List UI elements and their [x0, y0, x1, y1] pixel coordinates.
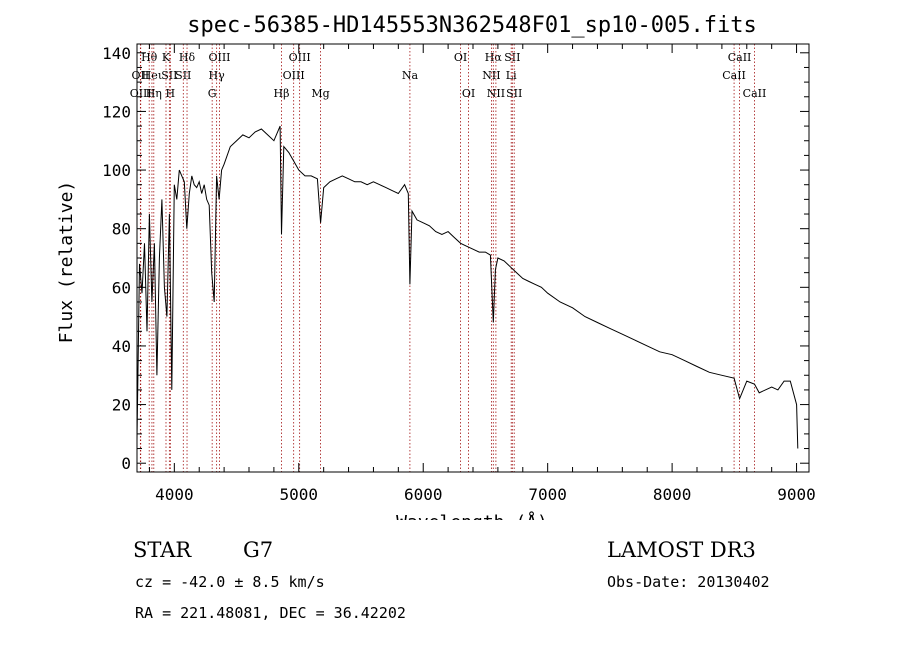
spectral-line-label: SII [506, 87, 522, 100]
x-axis-label: Wavelength (Å) [396, 511, 548, 520]
spectral-line-label: OIII [289, 51, 311, 64]
y-tick-label: 0 [121, 454, 131, 473]
spectral-line-label: Mg [311, 87, 329, 100]
x-tick-label: 7000 [528, 485, 567, 504]
spectrum-chart: spec-56385-HD145553N362548F01_sp10-005.f… [56, 13, 816, 520]
x-tick-label: 8000 [653, 485, 692, 504]
y-tick-label: 80 [112, 220, 131, 239]
spectral-line-label: K [162, 51, 171, 64]
spectral-line-label: H [166, 87, 176, 100]
observation-date: Obs-Date: 20130402 [607, 573, 770, 591]
spectral-line-label: Hβ [274, 87, 290, 100]
coordinates: RA = 221.48081, DEC = 36.42202 [135, 604, 406, 622]
spectral-line-label: SII [504, 51, 520, 64]
spectral-line-label: CaII [728, 51, 752, 64]
spectral-line-label: Heι [142, 69, 162, 82]
y-axis: 0 20 40 60 80 100 120 140 [102, 44, 809, 473]
y-tick-label: 100 [102, 161, 131, 180]
object-type: STAR [133, 538, 192, 562]
survey-name: LAMOST DR3 [607, 538, 756, 562]
spectral-subclass: G7 [243, 538, 274, 562]
x-tick-label: 9000 [777, 485, 816, 504]
spectrum-line [136, 125, 799, 449]
x-axis: 4000 5000 6000 7000 8000 9000 [148, 44, 816, 504]
spectral-line-label: Hδ [179, 51, 196, 64]
spectral-line-label: OI [462, 87, 475, 100]
spectral-line-label: Hγ [209, 69, 226, 82]
spectral-line-label: OIII [130, 87, 152, 100]
spectral-line-label: Hα [485, 51, 503, 64]
spectral-line-label: OIII [283, 69, 305, 82]
spectral-line-label: Hη [146, 87, 162, 100]
spectral-line-label: G [208, 87, 217, 100]
spectral-line-label: SII [161, 69, 177, 82]
y-tick-label: 120 [102, 102, 131, 121]
spectral-line-label: SII [175, 69, 191, 82]
spectral-line-label: CaII [722, 69, 746, 82]
spectral-line-label: NII [482, 69, 500, 82]
plot-frame [136, 43, 810, 473]
y-axis-label: Flux (relative) [56, 181, 77, 344]
spectral-line-label: NII [487, 87, 505, 100]
x-tick-label: 5000 [280, 485, 319, 504]
chart-title: spec-56385-HD145553N362548F01_sp10-005.f… [187, 13, 757, 38]
x-tick-label: 4000 [155, 485, 194, 504]
spectral-line-label: OI [454, 51, 467, 64]
redshift-value: cz = -42.0 ± 8.5 km/s [135, 573, 325, 591]
y-tick-label: 20 [112, 396, 131, 415]
spectral-line-label: Hθ [141, 51, 158, 64]
spectral-line-label: CaII [743, 87, 767, 100]
spectral-line-label: Li [506, 69, 517, 82]
y-tick-label: 40 [112, 337, 131, 356]
y-tick-label: 140 [102, 44, 131, 63]
spectral-line-label: OIII [208, 51, 230, 64]
y-tick-label: 60 [112, 278, 131, 297]
x-tick-label: 6000 [404, 485, 443, 504]
spectral-line-label: Na [402, 69, 419, 82]
